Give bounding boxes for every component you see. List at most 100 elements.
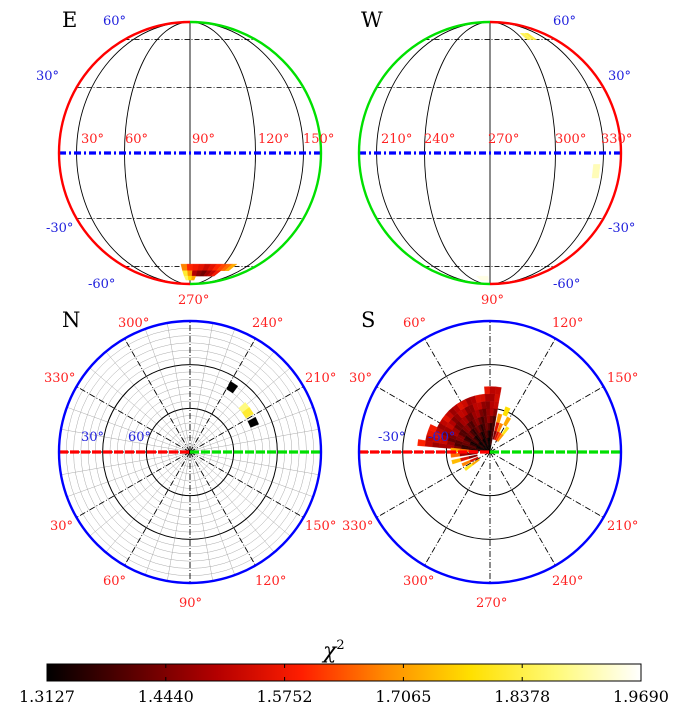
panel-e: E 30° 60° 90° 120° 150° 270° 30° -30° -6… [36,8,334,308]
bottom-label-w: 90° [481,293,504,308]
fine-spoke [144,328,191,453]
lat-label-w-30: 30° [608,69,631,84]
fine-spoke [189,406,314,453]
polar-rim [57,319,323,585]
fine-spoke [89,451,191,537]
heatmap-cell [182,270,189,277]
heatmap-cell [484,393,491,402]
heatmap-cell [493,408,498,417]
lat-label-e-30: 30° [36,69,59,84]
panel-label-s: S [361,308,375,332]
heatmap-cell [503,416,512,427]
heatmap-cell [224,263,238,271]
fine-spoke [66,406,191,453]
angle-label-n-240: 240° [252,316,283,331]
fine-spoke [167,451,191,582]
spoke-line [376,451,491,518]
spoke-line [489,451,556,566]
heatmap-cell [210,270,222,277]
angle-label-s-330: 330° [342,519,373,534]
meridian-label-w-300: 300° [555,132,586,147]
heatmap-cell [485,400,491,409]
panel-label-e: E [62,8,77,32]
fine-spoke [189,429,320,453]
angle-label-n-330: 330° [44,371,75,386]
angle-label-n-30: 30° [50,519,73,534]
meridian-label-w-270: 270° [488,132,519,147]
fine-spoke [89,367,191,453]
colorbar-tick-label-5: 1.9690 [613,687,669,706]
fine-spoke [105,451,191,553]
lat-label-w-60: 60° [553,14,576,29]
range-circle [402,364,578,540]
rim-right-arc [189,20,323,286]
angle-label-s-120: 120° [552,316,583,331]
radial-label-s-minus60: -60° [428,430,455,445]
fine-circle [167,429,213,475]
heatmap-cells-e [180,263,238,281]
fine-spoke [189,451,320,475]
colorbar-tick-label-0: 1.3127 [19,687,75,706]
angle-label-n-120: 120° [255,574,286,589]
heatmap-cell [491,422,496,431]
fine-spoke [167,322,191,453]
meridian-label-w-210: 210° [381,132,412,147]
heatmap-cell [242,407,254,419]
heatmap-cells-n [226,381,260,428]
fine-circle [124,386,256,518]
fine-spoke [189,451,314,498]
fine-spoke [105,351,191,453]
panel-s: S 60° 120° 30° 150° 330° 210° 300° 240° … [342,308,638,611]
angle-label-s-270: 270° [476,596,507,611]
angle-label-n-300: 300° [118,316,149,331]
panel-label-w: W [361,8,383,32]
heatmap-cell [484,386,491,395]
heatmap-cell [496,422,504,433]
colorbar-tick-label-1: 1.4440 [138,687,194,706]
fine-spoke [189,451,213,582]
globe-rim-w [357,20,623,286]
heatmap-cell [494,386,502,395]
angle-label-n-150: 150° [305,519,336,534]
meridian-label-e-30: 30° [81,132,104,147]
heatmap-cell [487,422,491,431]
heatmap-cells-w [476,33,601,281]
polar-rim-s [357,319,623,585]
fine-spoke [189,351,275,453]
colorbar-label: χ2 [321,638,345,664]
angle-label-s-210: 210° [607,519,638,534]
heatmap-cell [501,426,510,436]
rim-left-arc [57,20,191,286]
rim-right-arc [489,20,623,286]
heatmap-cell [591,164,601,179]
lat-label-e-60: 60° [103,14,126,29]
fine-spoke [189,322,213,453]
lat-label-w-minus30: -30° [608,221,635,236]
heatmap-cell [489,400,495,409]
globe-rim-e [57,20,323,286]
heatmap-cell [191,275,197,281]
lat-label-w-minus60: -60° [553,277,580,292]
radial-label-n-60: 60° [128,430,151,445]
angle-label-s-60: 60° [403,316,426,331]
lat-label-e-minus30: -30° [46,221,73,236]
range-circle [145,407,235,497]
angle-label-n-60: 60° [103,574,126,589]
heatmap-cells-s [417,386,512,472]
fine-spoke [60,451,191,475]
fine-circle [80,342,300,562]
fine-spoke [189,451,236,576]
spoke-line [424,451,491,566]
range-circle [102,364,278,540]
panel-w: W 210° 240° 270° 300° 330° 90° 60° 30° -… [357,8,635,308]
heatmap-cell [495,432,502,442]
heatmap-cell [489,386,496,395]
colorbar-tick-label-2: 1.5752 [257,687,313,706]
heatmap-cell [463,463,474,472]
meridian-label-e-60: 60° [125,132,148,147]
heatmap-cell [524,33,538,40]
heatmap-cell [247,416,260,428]
meridian-label-e-150: 150° [303,132,334,147]
heatmap-cell [451,458,462,465]
